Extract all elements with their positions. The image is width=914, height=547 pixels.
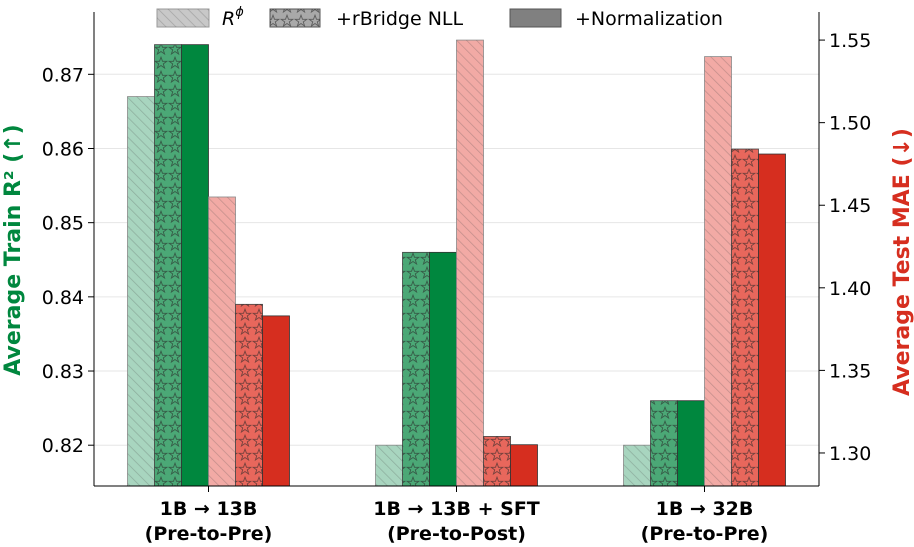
bar <box>758 153 786 487</box>
bars <box>127 39 786 487</box>
bar <box>181 44 209 487</box>
right-tick-label: 1.35 <box>829 360 871 382</box>
category-label-line1: 1B → 32B <box>656 498 754 520</box>
bar <box>262 315 290 487</box>
bar-hatch-overlay <box>623 445 651 486</box>
legend-label-r-phi: Rϕ <box>222 5 244 30</box>
right-axis-label: Average Test MAE (↓) <box>890 128 914 396</box>
bar <box>510 444 538 487</box>
legend-swatch-solid <box>509 8 562 28</box>
bar-star-overlay <box>402 252 430 486</box>
left-tick-label: 0.83 <box>42 361 84 383</box>
legend-label-r: R <box>222 8 235 30</box>
right-tick-label: 1.55 <box>829 30 871 52</box>
legend-swatch-stars-overlay <box>270 9 320 27</box>
bar-star-overlay <box>235 304 263 486</box>
legend: Rϕ +rBridge NLL +Normalization <box>156 5 723 30</box>
bar <box>429 251 457 487</box>
right-tick-label: 1.50 <box>829 113 871 135</box>
left-tick-label: 0.86 <box>42 138 84 160</box>
left-tick-label: 0.87 <box>42 64 84 86</box>
right-axis-ticks: 1.30 1.35 1.40 1.45 1.50 1.55 <box>819 30 871 465</box>
left-axis-ticks: 0.82 0.83 0.84 0.85 0.86 0.87 <box>42 64 94 457</box>
bar-hatch-overlay <box>704 56 732 486</box>
bar-hatch-overlay <box>127 96 155 486</box>
right-tick-label: 1.30 <box>829 443 871 465</box>
category-labels: 1B → 13B (Pre-to-Pre) 1B → 13B + SFT (Pre-t… <box>145 486 769 545</box>
legend-label-rbridge-nll: +rBridge NLL <box>336 8 464 30</box>
right-tick-label: 1.45 <box>829 195 871 217</box>
left-axis-label: Average Train R² (↑) <box>1 124 26 375</box>
bar-hatch-overlay <box>375 445 403 486</box>
bar-hatch-overlay <box>456 40 484 486</box>
bar-star-overlay <box>731 149 759 486</box>
bar-star-overlay <box>154 44 182 487</box>
category-label-line1: 1B → 13B + SFT <box>373 498 540 520</box>
category-label-line2: (Pre-to-Pre) <box>145 523 273 545</box>
bar-star-overlay <box>483 436 511 486</box>
category-label-line2: (Pre-to-Post) <box>387 523 526 545</box>
bar-star-overlay <box>650 400 678 486</box>
bar <box>677 400 705 487</box>
legend-label-normalization: +Normalization <box>575 8 723 30</box>
category-label-line2: (Pre-to-Pre) <box>641 523 769 545</box>
legend-swatch-hatch-overlay <box>157 9 209 27</box>
right-tick-label: 1.40 <box>829 278 871 300</box>
bar-hatch-overlay <box>208 196 236 486</box>
legend-label-phi: ϕ <box>235 5 244 20</box>
left-tick-label: 0.84 <box>42 287 84 309</box>
left-tick-label: 0.85 <box>42 213 84 235</box>
category-label-line1: 1B → 13B <box>160 498 258 520</box>
left-tick-label: 0.82 <box>42 435 84 457</box>
